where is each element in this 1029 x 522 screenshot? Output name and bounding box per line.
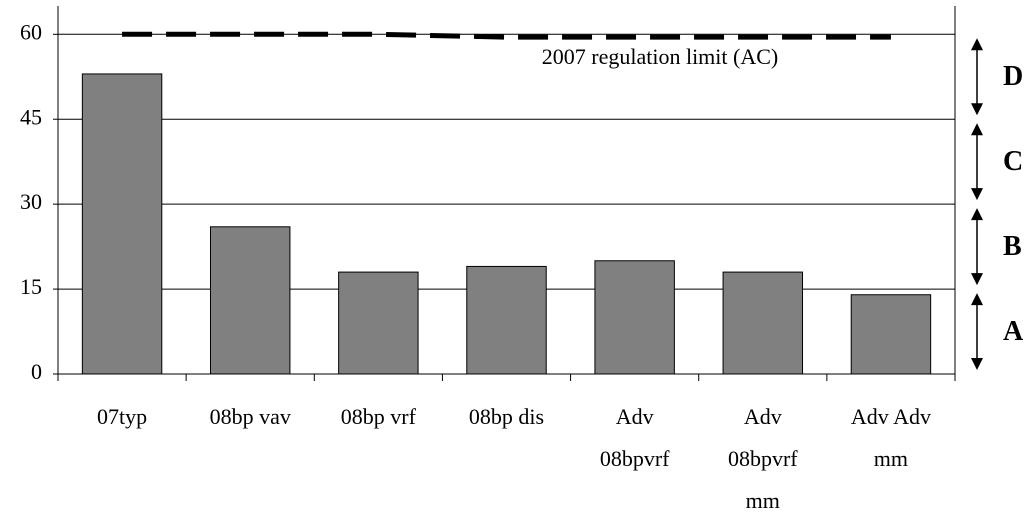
- bar: [338, 271, 419, 375]
- chart: 0 15 30 45 60 2007 regulation limit (AC) A B C D: [20, 6, 1024, 384]
- y-tick-label: 60: [20, 19, 42, 44]
- zone-label: C: [1003, 146, 1023, 177]
- y-tick-label: 0: [31, 359, 42, 384]
- x-tick-label: 08bp vrf: [340, 404, 416, 429]
- zone-label: A: [1003, 316, 1024, 347]
- zone-label: D: [1003, 61, 1023, 92]
- bar: [81, 73, 163, 375]
- page: {"chart_data": {"type": "bar", "categori…: [20, 6, 1024, 513]
- arrow-head: [971, 103, 983, 116]
- bar: [466, 265, 547, 375]
- y-tick-label: 30: [20, 189, 42, 214]
- x-tick-label: Adv 08bpvrf mm: [727, 404, 798, 513]
- arrow-head: [971, 38, 983, 51]
- arrow-head: [971, 188, 983, 201]
- bar: [209, 226, 291, 375]
- y-tick-label: 15: [20, 274, 42, 299]
- bar: [722, 271, 804, 375]
- arrow-head: [971, 208, 983, 221]
- bar: [850, 294, 932, 375]
- arrow-head: [971, 293, 983, 306]
- x-tick-label: 07typ: [97, 404, 148, 429]
- arrow-head: [971, 273, 983, 286]
- bar: [594, 260, 675, 375]
- x-tick-label: 08bp dis: [468, 404, 545, 429]
- limit-label: 2007 regulation limit (AC): [542, 44, 778, 69]
- arrow-head: [971, 123, 983, 136]
- x-tick-label: Adv 08bpvrf: [599, 404, 670, 471]
- x-tick-label: Adv Adv mm: [850, 404, 931, 471]
- limit-line: [122, 31, 891, 40]
- y-tick-label: 45: [20, 104, 42, 129]
- arrow-head: [971, 358, 983, 370]
- zone-label: B: [1003, 231, 1022, 262]
- x-tick-label: 08bp vav: [209, 404, 291, 429]
